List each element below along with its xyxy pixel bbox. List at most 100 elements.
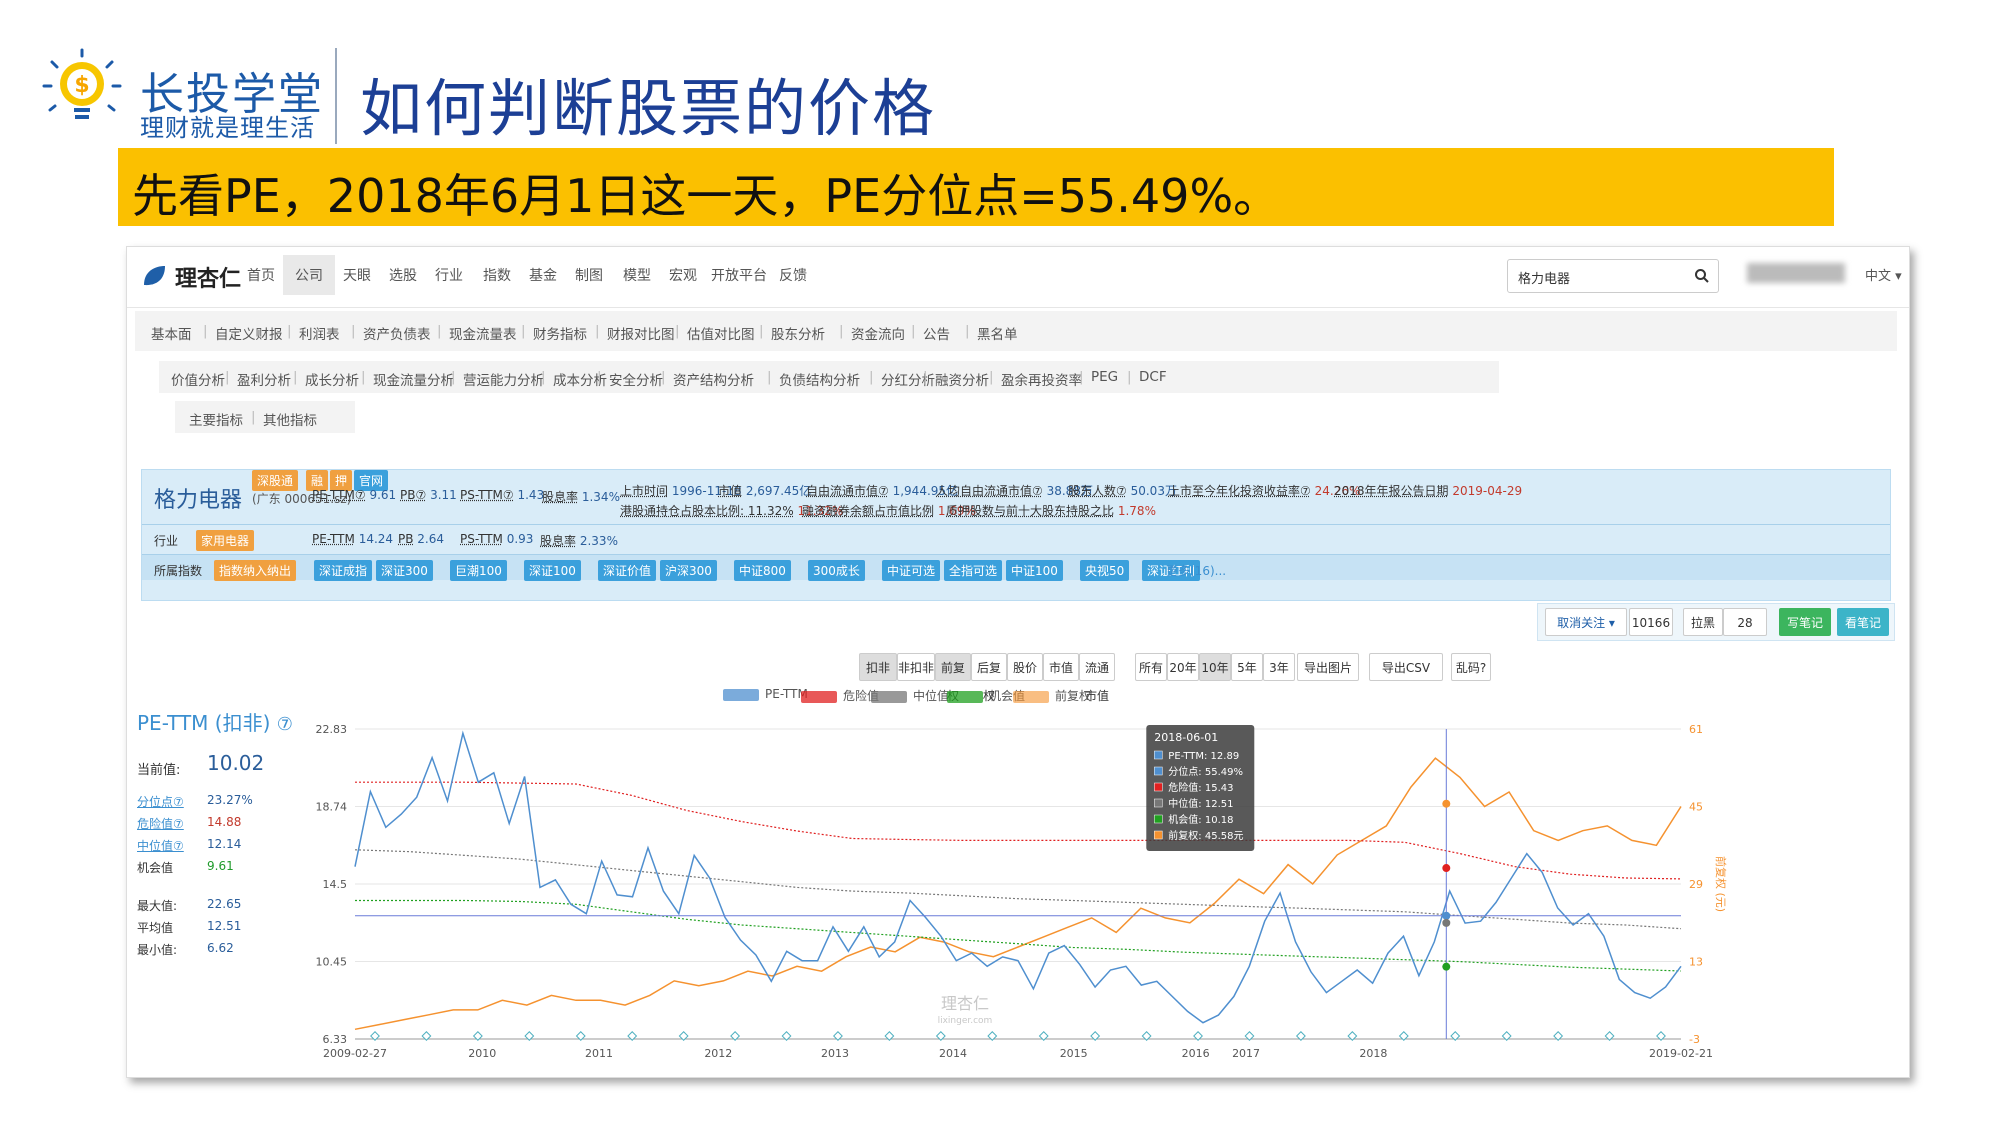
view-note-button[interactable]: 看笔记 [1837, 608, 1889, 636]
dividend-marker[interactable] [1038, 1031, 1049, 1041]
tab-item[interactable]: 黑名单 [977, 327, 1018, 343]
legend-item[interactable]: 中位值 [871, 687, 949, 704]
tab-item[interactable]: 资产结构分析 [673, 373, 754, 389]
index-tag[interactable]: 深证100 [524, 560, 581, 581]
tab-item[interactable]: PEG [1091, 369, 1119, 385]
stat-label[interactable]: 分位点⑦ [137, 795, 184, 809]
index-tag[interactable]: 深证300 [376, 560, 433, 581]
dividend-marker[interactable] [370, 1031, 380, 1041]
write-note-button[interactable]: 写笔记 [1779, 608, 1831, 636]
index-tag[interactable]: 沪深300 [660, 560, 717, 581]
tab-item[interactable]: 估值对比图 [687, 327, 755, 343]
dividend-marker[interactable] [833, 1031, 843, 1041]
tab-item[interactable]: 盈余再投资率 [1001, 373, 1082, 389]
dividend-marker[interactable] [1141, 1031, 1152, 1041]
tab-item[interactable]: DCF [1139, 369, 1167, 385]
dividend-marker[interactable] [730, 1031, 741, 1041]
language-select[interactable]: 中文 ▾ [1865, 269, 1902, 284]
dividend-marker[interactable] [1295, 1031, 1306, 1041]
nav-item[interactable]: 首页 [247, 268, 275, 284]
tab-item[interactable]: 安全分析 [609, 373, 663, 389]
nav-item[interactable]: 行业 [435, 268, 463, 284]
industry-tag[interactable]: 家用电器 [196, 530, 255, 551]
unfollow-button[interactable]: 取消关注 ▾ [1545, 608, 1627, 636]
nav-item[interactable]: 基金 [529, 268, 557, 284]
nav-item[interactable]: 开放平台 [711, 268, 767, 284]
nav-item[interactable]: 制图 [575, 268, 603, 284]
tab-item[interactable]: 财务指标 [533, 327, 587, 343]
tab-item[interactable]: 资金流向 [851, 327, 905, 343]
tab-item[interactable]: 主要指标 [189, 413, 243, 429]
export-image-button[interactable]: 导出图片 [1297, 653, 1359, 681]
nav-item[interactable]: 选股 [389, 268, 417, 284]
index-tag[interactable]: 央视50 [1080, 560, 1130, 581]
chart-toggle-button[interactable]: 所有 [1135, 653, 1167, 681]
dividend-marker[interactable] [1347, 1031, 1358, 1041]
chart-toggle-button[interactable]: 5年 [1231, 653, 1263, 681]
index-tag[interactable]: 中证可选 [882, 560, 941, 581]
nav-item[interactable]: 天眼 [343, 268, 371, 284]
index-tag[interactable]: 300成长 [808, 560, 865, 581]
index-tag[interactable]: 中证800 [734, 560, 791, 581]
dividend-marker[interactable] [935, 1031, 946, 1041]
dividend-marker[interactable] [1244, 1031, 1255, 1041]
tab-item[interactable]: 其他指标 [263, 413, 317, 429]
index-tag[interactable]: 深证价值 [598, 560, 657, 581]
chart-toggle-button[interactable]: 后复权 [971, 653, 1007, 703]
dividend-marker[interactable] [678, 1031, 689, 1041]
search-icon[interactable] [1694, 268, 1710, 284]
pe-chart[interactable]: 22.83 18.74 14.5 10.45 6.33 61 45 29 13 -3 前复权 (元)… [307, 707, 1747, 1071]
dividend-marker[interactable] [1398, 1031, 1409, 1041]
tab-item[interactable]: 股东分析 [771, 327, 825, 343]
chart-toggle-button[interactable]: 20年 [1167, 653, 1199, 681]
dividend-marker[interactable] [575, 1031, 586, 1041]
dividend-marker[interactable] [987, 1031, 998, 1041]
tab-item[interactable]: 盈利分析 [237, 373, 291, 389]
legend-item[interactable]: PE-TTM [723, 687, 808, 701]
nav-item[interactable]: 模型 [623, 268, 651, 284]
index-tag[interactable]: 深证红利 [1142, 560, 1201, 581]
price-series[interactable] [354, 757, 1682, 1031]
help-icon[interactable]: ⑦ [276, 714, 293, 735]
stat-label[interactable]: 危险值⑦ [137, 817, 184, 831]
dividend-marker[interactable] [1501, 1031, 1512, 1041]
danger-series[interactable] [355, 781, 1682, 880]
tab-item[interactable]: 自定义财报 [215, 327, 283, 343]
chart-toggle-button[interactable]: 前复权 [935, 653, 971, 703]
stat-label[interactable]: 中位值⑦ [137, 839, 184, 853]
stock-tag[interactable]: 押 [330, 470, 353, 491]
dividend-marker[interactable] [1656, 1031, 1666, 1041]
index-change-tag[interactable]: 指数纳入纳出 [214, 560, 297, 581]
dividend-marker[interactable] [1090, 1031, 1101, 1041]
tab-item[interactable]: 负债结构分析 [779, 373, 860, 389]
dividend-marker[interactable] [1553, 1031, 1564, 1041]
legend-item[interactable]: 危险值 [801, 687, 879, 704]
chart-toggle-button[interactable]: 流通市值 [1079, 653, 1115, 703]
tab-item[interactable]: 成本分析 [553, 373, 607, 389]
chart-toggle-button[interactable]: 股价 [1007, 653, 1043, 681]
dividend-marker[interactable] [627, 1031, 638, 1041]
chart-toggle-button[interactable]: 扣非 [859, 653, 897, 681]
dividend-marker[interactable] [884, 1031, 895, 1041]
dividend-marker[interactable] [781, 1031, 792, 1041]
more-indices-link[interactable]: 更多(16)... [1166, 564, 1227, 578]
index-tag[interactable]: 深证成指 [314, 560, 373, 581]
tab-item[interactable]: 公告 [923, 327, 950, 343]
opportunity-series[interactable] [355, 899, 1682, 972]
tab-item[interactable]: 资产负债表 [363, 327, 431, 343]
stock-tag[interactable]: 官网 [354, 470, 389, 491]
median-series[interactable] [354, 849, 1682, 930]
dividend-marker[interactable] [524, 1031, 535, 1041]
stock-tag[interactable]: 融 [306, 470, 329, 491]
nav-item[interactable]: 宏观 [669, 268, 697, 284]
index-tag[interactable]: 全指可选 [944, 560, 1003, 581]
stock-tag[interactable]: 深股通 [252, 470, 299, 491]
site-logo[interactable]: 理杏仁 [175, 267, 242, 292]
tab-item[interactable]: 基本面 [151, 327, 192, 343]
nav-item[interactable]: 反馈 [779, 268, 807, 284]
legend-item[interactable]: 前复权 [1013, 687, 1091, 704]
dividend-marker[interactable] [1450, 1031, 1461, 1041]
tab-item[interactable]: 成长分析 [305, 373, 359, 389]
chart-toggle-button[interactable]: 市值 [1043, 653, 1079, 681]
tab-item[interactable]: 现金流量表 [449, 327, 517, 343]
